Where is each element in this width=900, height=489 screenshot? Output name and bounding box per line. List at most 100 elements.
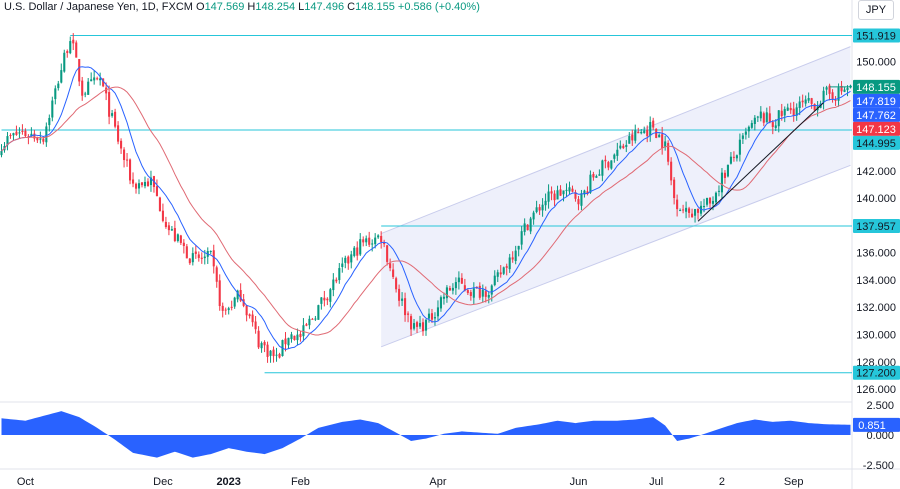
candle-body [717,190,721,192]
candle-body [96,78,99,80]
candle-body [194,251,197,254]
candle-body [442,296,445,299]
candle-body [39,138,42,140]
price-axis-label-bg [853,121,900,136]
candle-body [233,297,236,307]
candle-body [628,136,631,144]
x-tick-label: Apr [429,476,446,488]
candle-body [625,144,628,147]
candle-body [484,291,487,297]
candle-body [586,191,589,195]
candle-body [577,199,580,205]
candle-body [81,80,84,96]
candle-body [335,279,338,282]
candle-body [765,112,768,123]
candle-body [320,297,323,304]
candle-body [598,174,601,176]
candle-body [568,187,571,192]
price-axis-label: 127.200 [856,368,896,380]
currency-button[interactable]: JPY [858,0,894,20]
candle-body [371,243,374,245]
candle-body [54,88,57,100]
candle-body [640,131,643,134]
candle-body [711,200,715,204]
change-value: +0.586 (+0.40%) [397,1,480,13]
candle-body [173,228,176,242]
candle-body [200,257,203,259]
x-tick-label: Feb [291,476,310,488]
candle-body [553,193,556,201]
candle-body [424,319,428,331]
candle-body [696,208,700,213]
candle-body [212,250,215,267]
candle-body [108,92,111,117]
candle-body [466,290,469,293]
candle-body [463,285,466,291]
candle-body [777,110,780,127]
price-axis-label-bg [853,135,900,150]
y-tick-label: 142.000 [856,166,896,178]
candle-body [221,305,224,311]
oscillator-value-bg [853,417,900,432]
candle-body [825,87,828,90]
candle-body [63,52,66,72]
y-tick-label: 150.000 [856,57,896,69]
candle-body [21,130,24,132]
open-label: O [196,1,205,13]
candle-body [702,206,706,208]
candle-body [287,337,290,346]
candle-body [771,122,774,128]
candle-body [720,172,724,193]
candle-body [260,343,263,349]
candle-body [51,100,54,118]
candle-body [266,344,269,357]
candle-body [780,110,783,117]
candle-body [197,254,200,258]
candle-body [257,330,260,348]
candle-body [831,92,834,99]
candle-body [45,126,48,143]
trendline [697,102,824,222]
candle-body [239,290,242,301]
candle-body [670,161,673,181]
candle-body [502,267,505,274]
candle-body [726,164,729,177]
candle-body [272,349,275,357]
candle-body [541,204,544,211]
candle-body [185,246,188,259]
candle-body [323,297,326,301]
candle-body [550,191,553,194]
candle-body [33,133,36,139]
candle-body [520,231,523,245]
candle-body [643,130,646,133]
candle-body [126,159,129,161]
candle-body [430,313,434,320]
candle-body [9,135,12,137]
symbol-legend: U.S. Dollar / Japanese Yen, 1D, FXCM O14… [4,1,480,13]
y-tick-label: 140.000 [856,193,896,205]
candle-body [395,278,398,290]
candle-body [338,268,341,281]
price-axis-label: 137.957 [856,221,896,233]
candle-body [538,207,541,211]
candle-body [120,140,123,149]
candle-body [117,125,120,142]
candle-body [412,323,416,329]
candle-body [610,160,613,169]
candle-body [634,130,637,141]
price-axis-label-bg [853,365,900,380]
candle-body [786,107,789,111]
candle-body [622,145,625,148]
candle-body [410,316,413,330]
candle-body [454,282,457,289]
candle-body [377,235,380,238]
candle-body [753,117,756,124]
candle-body [284,338,287,345]
candle-body [792,108,795,117]
candle-body [768,113,771,123]
candle-body [158,197,161,212]
candle-body [182,242,185,247]
price-axis-label: 147.123 [856,124,896,136]
price-axis-label: 147.819 [856,96,896,108]
